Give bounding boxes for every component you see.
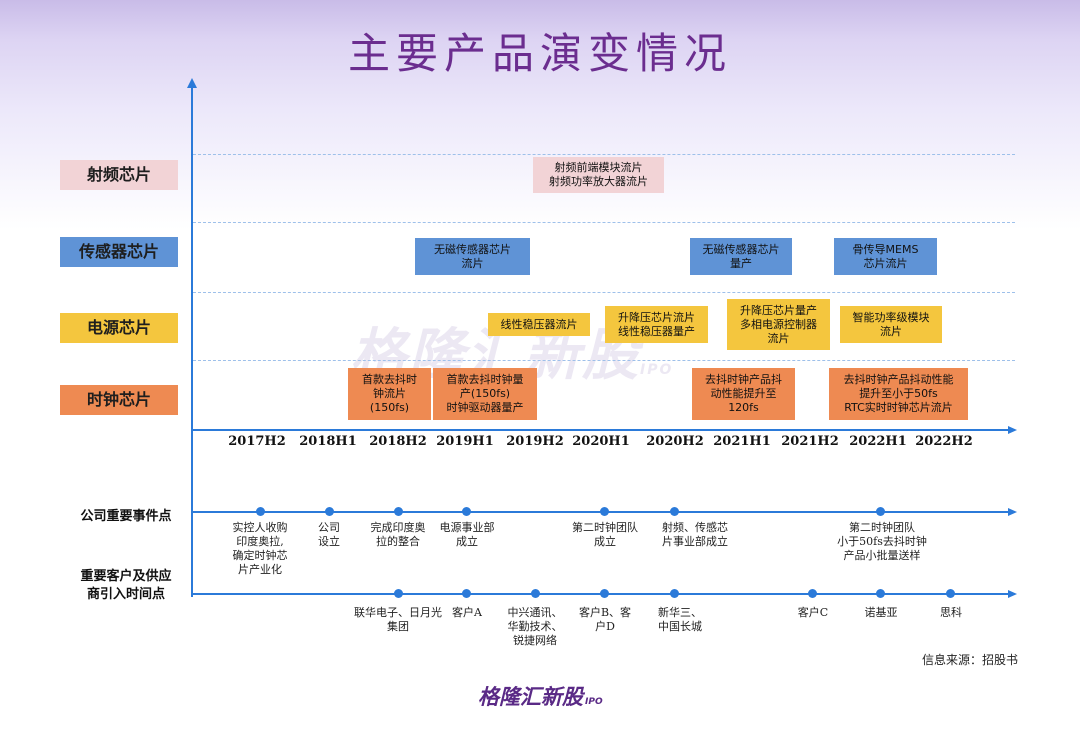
source-note: 信息来源：招股书 — [921, 653, 1018, 667]
period-label: 2020H2 — [646, 434, 704, 449]
company-event-dot — [600, 507, 609, 516]
period-label: 2018H2 — [369, 434, 427, 449]
timeline-axis — [193, 429, 1008, 431]
period-label: 2020H1 — [572, 434, 630, 449]
period-label: 2019H2 — [506, 434, 564, 449]
company-event-text: 射频、传感芯 片事业部成立 — [662, 521, 728, 548]
sensor-event: 无磁传感器芯片 量产 — [690, 238, 792, 275]
clock-event: 去抖时钟产品抖动性能 提升至小于50fs RTC实时时钟芯片流片 — [829, 368, 968, 420]
power-event: 智能功率级模块 流片 — [840, 306, 942, 343]
clock-event: 首款去抖时钟量 产(150fs) 时钟驱动器量产 — [433, 368, 537, 420]
grid-line — [193, 360, 1015, 361]
company-event-dot — [394, 507, 403, 516]
customer-event-text: 客户A — [452, 606, 482, 619]
period-label: 2017H2 — [228, 434, 286, 449]
category-clock-chip: 时钟芯片 — [60, 385, 178, 415]
company-event-text: 第二时钟团队 小于50fs去抖时钟 产品小批量送样 — [837, 521, 927, 562]
customer-event-dot — [808, 589, 817, 598]
customer-event-dot — [394, 589, 403, 598]
customer-event-text: 客户C — [797, 606, 829, 619]
page-title: 主要产品演变情况 — [347, 29, 732, 78]
grid-line — [193, 222, 1015, 223]
period-label: 2019H1 — [436, 434, 494, 449]
clock-event: 去抖时钟产品抖 动性能提升至 120fs — [692, 368, 795, 420]
y-axis-arrow — [187, 78, 197, 88]
clock-event: 首款去抖时 钟流片 (150fs) — [348, 368, 431, 420]
timeline-axis-arrow — [1008, 426, 1017, 434]
customer-event-text: 联华电子、日月光 集团 — [354, 606, 442, 633]
customer-event-dot — [670, 589, 679, 598]
customer-event-text: 中兴通讯、 华勤技术、 锐捷网络 — [507, 606, 563, 647]
corner-brand-text: 格隆汇 — [1028, 718, 1068, 733]
company-event-text: 公司 设立 — [318, 521, 340, 548]
category-rf-chip: 射频芯片 — [60, 160, 178, 190]
company-axis-arrow — [1008, 508, 1017, 516]
rf-event: 射频前端模块流片 射频功率放大器流片 — [533, 157, 664, 193]
company-event-text: 实控人收购 印度奥拉, 确定时钟芯 片产业化 — [232, 521, 288, 576]
company-events-label: 公司重要事件点 — [80, 509, 172, 524]
sensor-event: 无磁传感器芯片 流片 — [415, 238, 530, 275]
category-power-chip: 电源芯片 — [60, 313, 178, 343]
power-event: 升降压芯片量产 多相电源控制器 流片 — [727, 299, 830, 350]
customer-event-text: 思科 — [940, 606, 962, 619]
corner-brand: G 格隆汇 — [1011, 714, 1068, 733]
period-label: 2021H1 — [713, 434, 771, 449]
customer-event-dot — [531, 589, 540, 598]
sensor-event: 骨传导MEMS 芯片流片 — [834, 238, 937, 275]
grid-line — [193, 292, 1015, 293]
company-event-text: 第二时钟团队 成立 — [572, 521, 638, 548]
grid-line — [193, 154, 1015, 155]
customer-event-text: 客户B、客 户D — [578, 606, 632, 633]
customer-event-dot — [600, 589, 609, 598]
period-label: 2018H1 — [299, 434, 357, 449]
customer-event-text: 诺基亚 — [864, 606, 898, 619]
company-event-dot — [256, 507, 265, 516]
company-event-text: 电源事业部 成立 — [439, 521, 495, 548]
period-label: 2022H1 — [849, 434, 907, 449]
company-event-dot — [670, 507, 679, 516]
customer-event-dot — [876, 589, 885, 598]
company-event-text: 完成印度奥 拉的整合 — [370, 521, 426, 548]
period-label: 2021H2 — [781, 434, 839, 449]
customer-intro-label: 重要客户及供应 商引入时间点 — [80, 569, 172, 602]
power-event: 线性稳压器流片 — [488, 313, 590, 336]
brand-icon: G — [1011, 716, 1026, 731]
category-sensor-chip: 传感器芯片 — [60, 237, 178, 267]
company-event-dot — [462, 507, 471, 516]
period-label: 2022H2 — [915, 434, 973, 449]
customer-event-dot — [462, 589, 471, 598]
customer-event-dot — [946, 589, 955, 598]
customer-event-text: 新华三、 中国长城 — [658, 606, 702, 633]
company-event-dot — [876, 507, 885, 516]
customer-axis-arrow — [1008, 590, 1017, 598]
company-event-dot — [325, 507, 334, 516]
power-event: 升降压芯片流片 线性稳压器量产 — [605, 306, 708, 343]
y-axis — [191, 86, 193, 597]
brand-logo: 格隆汇新股 IPO — [478, 685, 603, 709]
